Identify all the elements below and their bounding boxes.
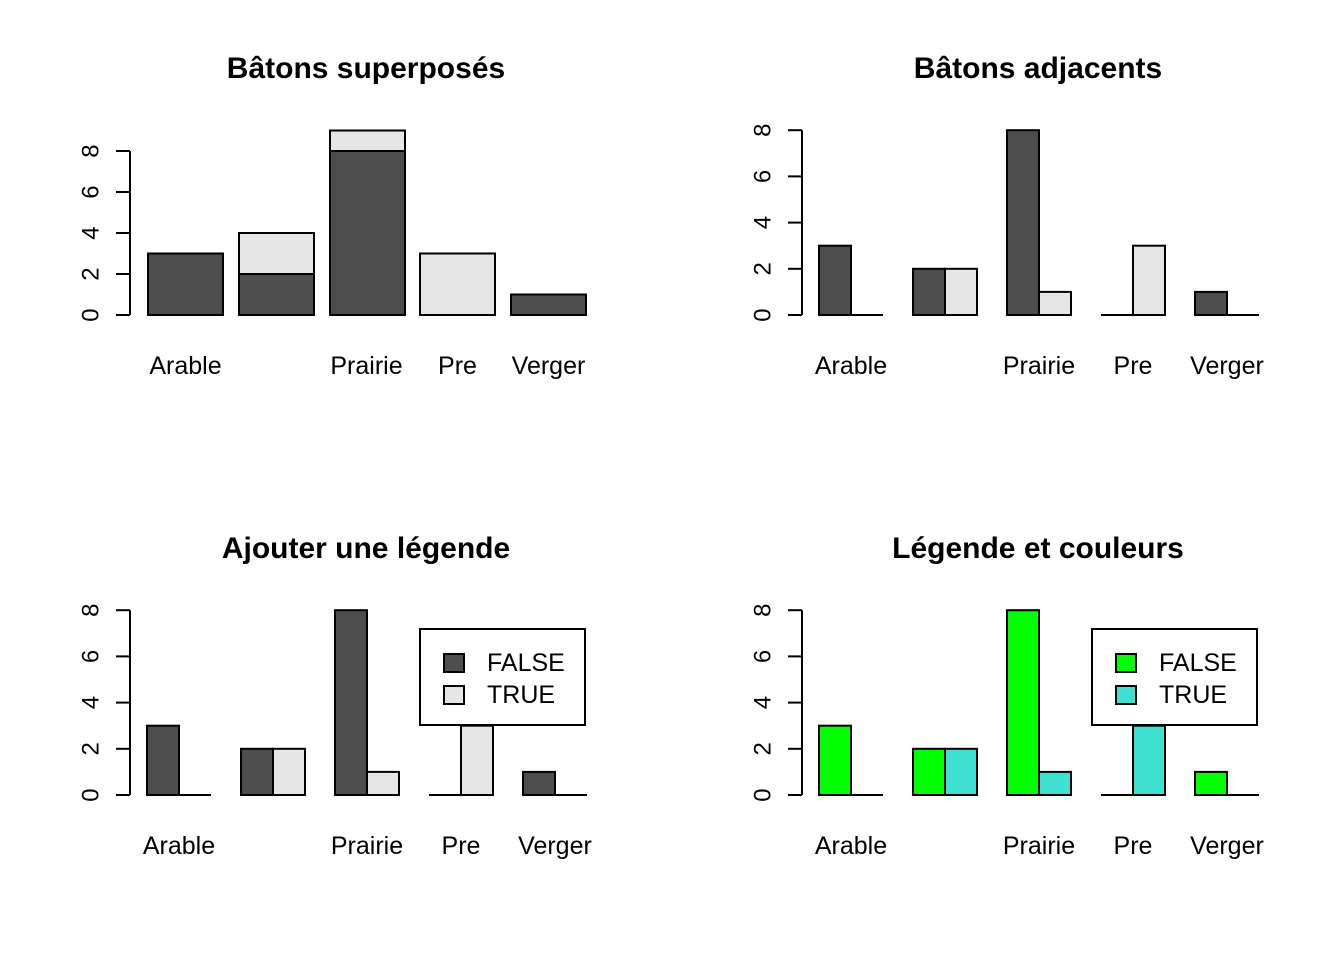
y-tick-label: 2 xyxy=(750,262,777,275)
bar-segment xyxy=(238,232,315,275)
y-tick-label: 0 xyxy=(78,308,105,321)
bar xyxy=(366,770,400,797)
y-tick-label: 0 xyxy=(78,788,105,801)
bar xyxy=(146,724,180,797)
bar xyxy=(944,747,978,796)
category-label: Prairie xyxy=(331,832,403,860)
category-label: Arable xyxy=(143,832,215,860)
legend-box xyxy=(1091,628,1258,726)
bar xyxy=(272,747,306,796)
legend-label: TRUE xyxy=(487,681,555,709)
y-tick-label: 6 xyxy=(78,650,105,663)
bar xyxy=(522,770,556,797)
y-tick-label: 8 xyxy=(750,604,777,617)
bar xyxy=(1132,244,1166,316)
category-label: Pre xyxy=(442,832,481,860)
category-label: Pre xyxy=(1114,832,1153,860)
y-tick-label: 2 xyxy=(78,742,105,755)
bar xyxy=(1006,609,1040,797)
bar xyxy=(240,747,274,796)
category-label: Verger xyxy=(1190,832,1264,860)
category-label: Verger xyxy=(518,832,592,860)
legend-box xyxy=(419,628,586,726)
chart-title: Bâtons superposés xyxy=(227,52,505,85)
y-tick-label: 0 xyxy=(750,788,777,801)
legend-swatch xyxy=(443,685,465,705)
bar xyxy=(1006,129,1040,316)
y-tick-label: 0 xyxy=(750,308,777,321)
legend: FALSE TRUE xyxy=(419,628,586,726)
y-tick-label: 2 xyxy=(78,267,105,280)
chart-title: Bâtons adjacents xyxy=(914,52,1162,85)
bar xyxy=(818,244,852,316)
chart-panel-2: Bâtons adjacents Arable Prairie Pre Verger 0 2… xyxy=(750,52,1264,380)
bar xyxy=(1194,770,1228,797)
bar xyxy=(1038,290,1072,316)
y-tick-label: 6 xyxy=(750,170,777,183)
legend-label: FALSE xyxy=(1159,649,1237,677)
legend: FALSE TRUE xyxy=(1091,628,1258,726)
category-label: Prairie xyxy=(1003,352,1075,380)
bar xyxy=(334,609,368,797)
bar-segment xyxy=(147,252,224,316)
bar xyxy=(1038,770,1072,797)
y-tick-label: 2 xyxy=(750,742,777,755)
chart-panel-3: Ajouter une légende Arable Prairie Pre Verge… xyxy=(78,532,592,860)
bar xyxy=(912,267,946,316)
y-tick-label: 4 xyxy=(750,216,777,229)
y-tick-label: 4 xyxy=(750,696,777,709)
bar xyxy=(460,724,494,797)
bar xyxy=(944,267,978,316)
y-tick-label: 4 xyxy=(78,226,105,239)
category-label: Verger xyxy=(512,352,586,380)
category-label: Pre xyxy=(1114,352,1153,380)
bar xyxy=(1194,290,1228,316)
chart-panel-4: Légende et couleurs Arable Prairie Pre Verge… xyxy=(750,532,1264,860)
bar-segment xyxy=(419,252,496,316)
legend-label: FALSE xyxy=(487,649,565,677)
category-label: Prairie xyxy=(330,352,402,380)
bar xyxy=(1132,724,1166,797)
chart-title: Ajouter une légende xyxy=(222,532,510,565)
bar-segment xyxy=(329,129,406,152)
bar-segment xyxy=(510,293,587,316)
category-label: Pre xyxy=(438,352,477,380)
bar-segment xyxy=(329,150,406,316)
legend-label: TRUE xyxy=(1159,681,1227,709)
y-tick-label: 6 xyxy=(78,185,105,198)
chart-panel-1: Bâtons superposés Arable Prairie Pre Verger 0… xyxy=(78,52,587,380)
y-tick-label: 4 xyxy=(78,696,105,709)
legend-swatch xyxy=(1115,685,1137,705)
chart-title: Légende et couleurs xyxy=(892,532,1184,565)
y-tick-label: 8 xyxy=(78,604,105,617)
y-tick-label: 8 xyxy=(78,144,105,157)
bar-segment xyxy=(238,273,315,316)
category-label: Verger xyxy=(1190,352,1264,380)
bar xyxy=(912,747,946,796)
legend-swatch xyxy=(443,653,465,673)
category-label: Arable xyxy=(149,352,221,380)
y-tick-label: 8 xyxy=(750,124,777,137)
bar xyxy=(818,724,852,797)
category-label: Prairie xyxy=(1003,832,1075,860)
legend-swatch xyxy=(1115,653,1137,673)
category-label: Arable xyxy=(815,352,887,380)
category-label: Arable xyxy=(815,832,887,860)
y-tick-label: 6 xyxy=(750,650,777,663)
